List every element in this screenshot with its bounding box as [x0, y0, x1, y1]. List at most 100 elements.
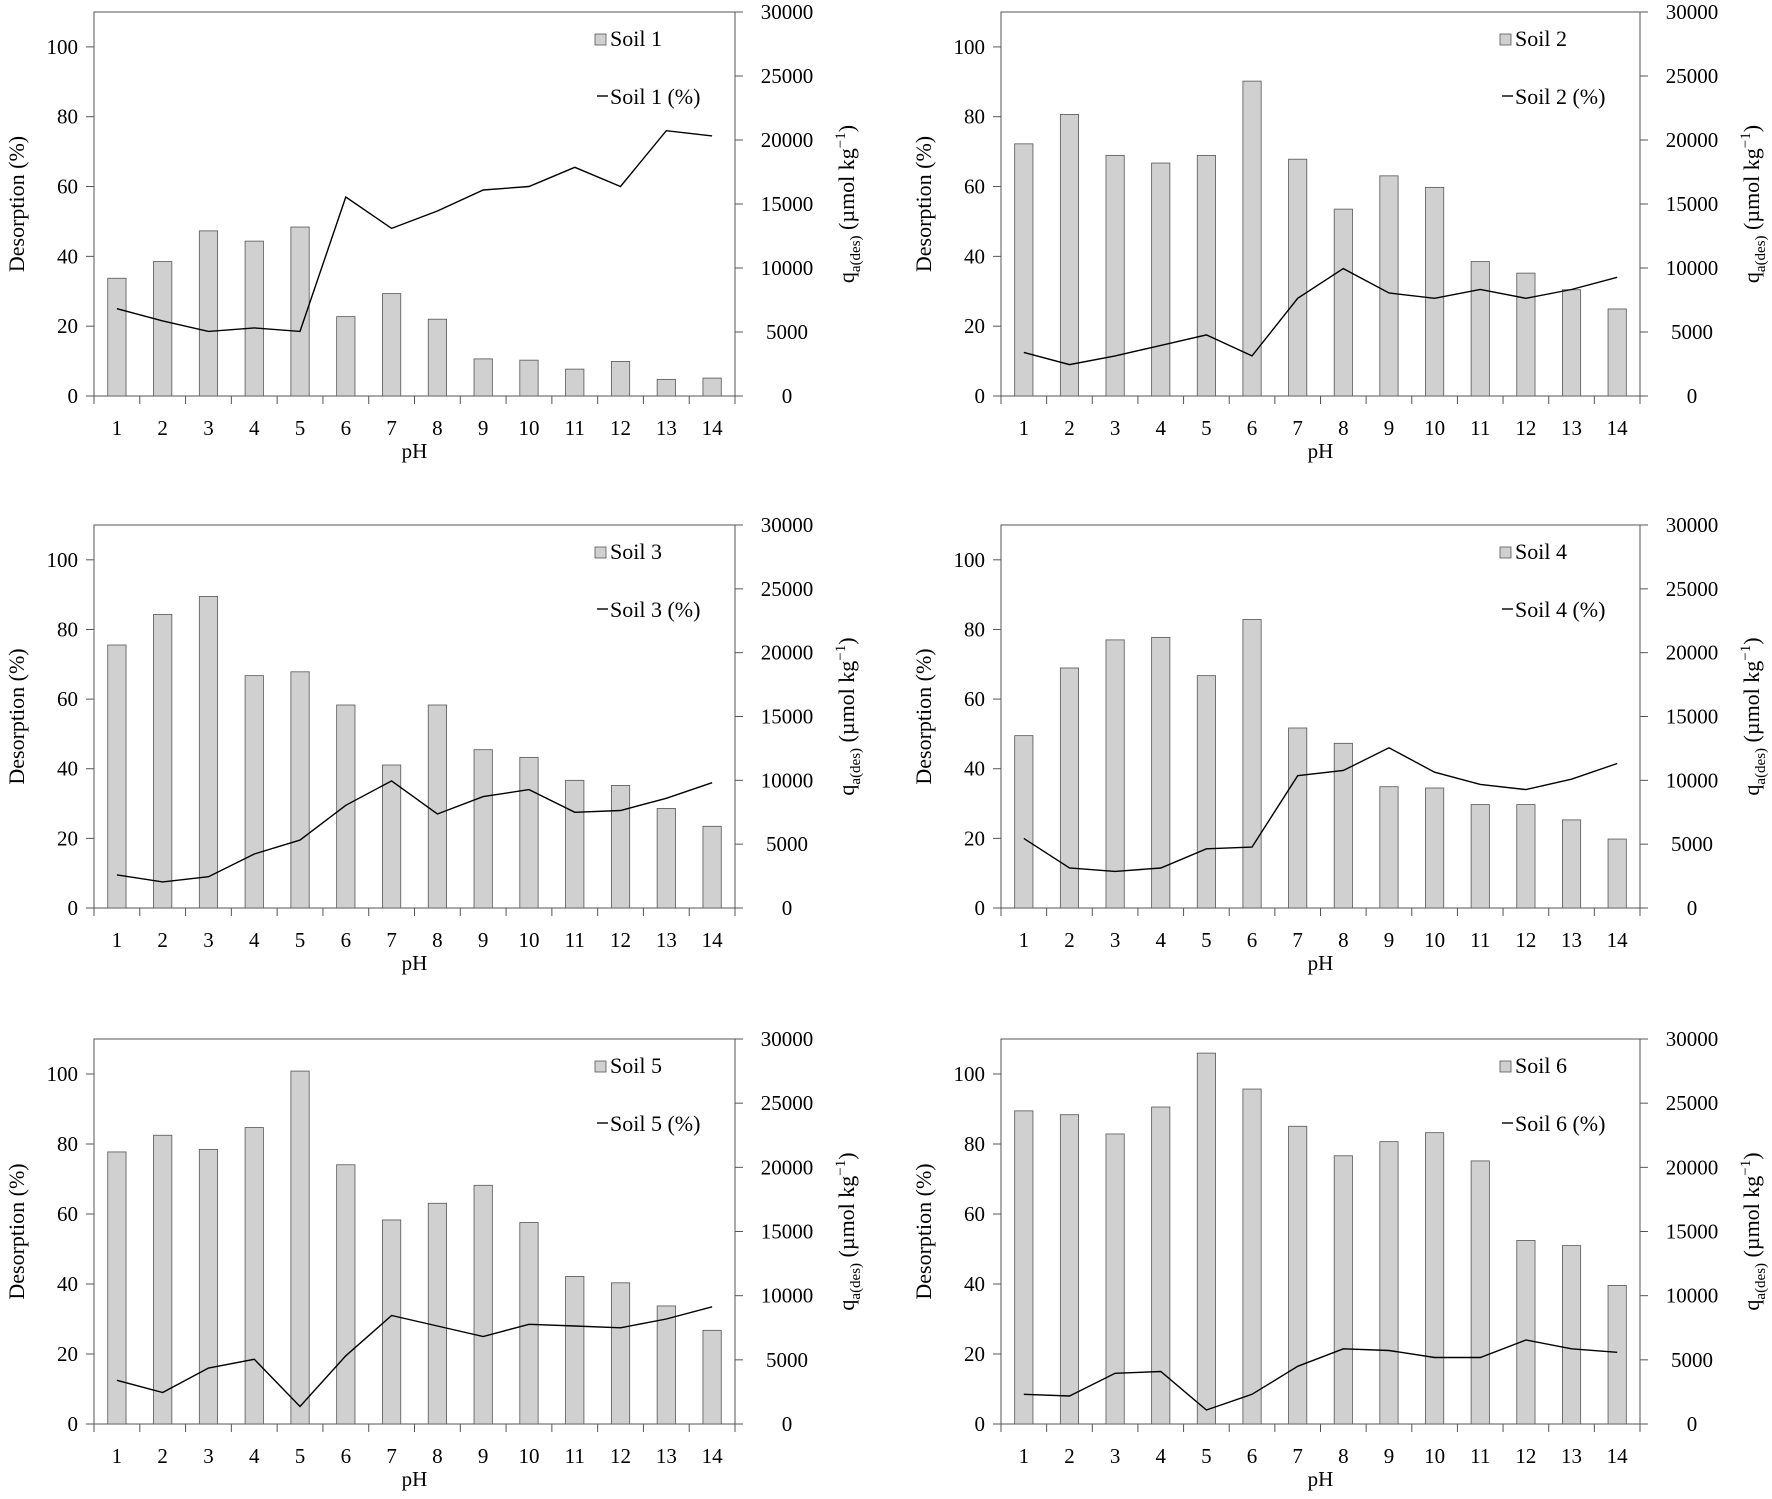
right-tick-label: 30000	[761, 0, 814, 24]
x-tick-label: 7	[1292, 416, 1303, 440]
bar	[290, 1070, 310, 1425]
x-tick-label: 5	[1201, 416, 1212, 440]
left-tick-label: 0	[975, 896, 986, 920]
bar	[1014, 1110, 1034, 1425]
bar	[1242, 80, 1262, 397]
right-tick-label: 20000	[761, 1155, 814, 1179]
x-tick-label: 8	[1338, 416, 1349, 440]
right-tick-label: 15000	[1666, 192, 1719, 216]
x-tick-label: 7	[386, 928, 397, 952]
x-tick-label: 10	[1424, 928, 1445, 952]
y2-title-part: q	[834, 272, 859, 283]
bar	[473, 749, 493, 909]
right-tick-label: 0	[1687, 1412, 1698, 1436]
y2-title-part: )	[834, 1152, 859, 1159]
left-tick-label: 60	[964, 175, 985, 199]
x-tick-label: 12	[610, 928, 631, 952]
bar	[427, 1202, 447, 1425]
line-series	[116, 129, 713, 333]
y2-title-part: (µmol kg	[1739, 148, 1764, 235]
right-tick-label: 25000	[1666, 577, 1719, 601]
x-tick-label: 8	[1338, 1444, 1349, 1468]
x-tick-label: 6	[1247, 1444, 1258, 1468]
bar	[473, 1184, 493, 1425]
bar	[290, 226, 310, 397]
left-tick-label: 100	[47, 1062, 79, 1086]
legend-label-line: Soil 4 (%)	[1515, 597, 1605, 622]
x-tick-label: 11	[565, 1444, 585, 1468]
y2-title-part: )	[834, 125, 859, 132]
x-tick-label: 2	[157, 1444, 168, 1468]
bar	[1059, 114, 1079, 397]
right-tick-label: 20000	[761, 641, 814, 665]
line-series	[1023, 1339, 1618, 1411]
x-tick-label: 9	[478, 416, 489, 440]
x-tick-label: 11	[565, 928, 585, 952]
bar	[153, 1134, 173, 1425]
plot-frame	[93, 1038, 736, 1425]
y-axis-title: Desorption (%)	[911, 648, 936, 784]
bar	[1242, 619, 1262, 909]
y2-title-part: )	[1739, 125, 1764, 132]
bar	[107, 1151, 127, 1425]
x-tick-label: 2	[1064, 416, 1075, 440]
x-axis-title: pH	[1308, 951, 1334, 975]
chart-panel-1: 0 20 40 60 80 100 0 5000 10000 15000 20000 25000 300…	[4, 0, 864, 463]
plot-frame	[1000, 524, 1641, 909]
left-tick-label: 20	[964, 826, 985, 850]
right-tick-label: 0	[782, 1412, 793, 1436]
bar	[1014, 143, 1034, 397]
bar	[565, 368, 585, 397]
bar	[1379, 175, 1399, 397]
bar	[1333, 742, 1353, 909]
x-tick-label: 13	[656, 416, 677, 440]
legend-label-bar: Soil 1	[610, 26, 662, 51]
x-tick-label: 13	[1561, 928, 1582, 952]
x-tick-label: 1	[1019, 928, 1030, 952]
bar	[336, 704, 356, 909]
y2-title-part: −1	[1738, 132, 1754, 148]
right-tick-label: 10000	[1666, 1284, 1719, 1308]
y2-title-part: q	[1739, 1300, 1764, 1311]
legend-label-line: Soil 2 (%)	[1515, 84, 1605, 109]
x-tick-label: 5	[295, 416, 306, 440]
chart-panel-6: 0 20 40 60 80 100 0 5000 10000 15000 20000 25000 300…	[911, 1027, 1769, 1491]
bar	[336, 1164, 356, 1425]
x-tick-label: 1	[112, 1444, 123, 1468]
right-tick-label: 10000	[761, 256, 814, 280]
x-tick-label: 5	[1201, 1444, 1212, 1468]
x-tick-label: 14	[702, 1444, 724, 1468]
right-tick-label: 15000	[1666, 1220, 1719, 1244]
y2-axis-title: qa(des) (µmol kg−1)	[1738, 125, 1769, 283]
bar	[1425, 787, 1445, 909]
bar	[336, 316, 356, 397]
x-tick-label: 11	[1470, 416, 1490, 440]
right-tick-label: 10000	[1666, 768, 1719, 792]
y2-title-part: q	[1739, 785, 1764, 796]
x-tick-label: 5	[1201, 928, 1212, 952]
bar	[473, 358, 493, 397]
x-tick-label: 10	[518, 1444, 539, 1468]
y2-title-part: (µmol kg	[1739, 661, 1764, 748]
y2-title-part: (µmol kg	[834, 1176, 859, 1263]
y2-title-part: (µmol kg	[834, 148, 859, 235]
y-axis-title: Desorption (%)	[911, 1163, 936, 1299]
bar	[107, 644, 127, 909]
x-axis-title: pH	[1308, 1467, 1334, 1491]
left-tick-label: 80	[57, 617, 78, 641]
x-tick-label: 7	[1292, 1444, 1303, 1468]
x-tick-label: 4	[249, 416, 260, 440]
x-tick-label: 11	[565, 416, 585, 440]
bar	[519, 756, 539, 909]
left-tick-label: 40	[964, 757, 985, 781]
y2-title-part: a(des)	[848, 1263, 864, 1300]
right-tick-label: 0	[1687, 896, 1698, 920]
right-tick-label: 10000	[761, 1284, 814, 1308]
right-tick-label: 25000	[761, 577, 814, 601]
bar	[610, 785, 631, 909]
right-tick-label: 5000	[766, 832, 808, 856]
left-tick-label: 80	[57, 1132, 78, 1156]
y2-title-part: −1	[833, 132, 849, 148]
bar	[702, 825, 722, 909]
